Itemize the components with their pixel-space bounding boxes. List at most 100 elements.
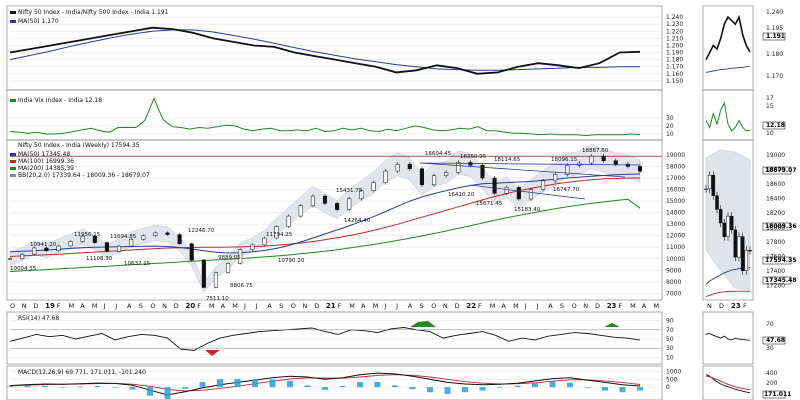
y-tick-label: 1.180 bbox=[766, 51, 783, 58]
x-tick-label: O bbox=[572, 302, 577, 310]
macd-histogram-bar bbox=[59, 387, 66, 388]
price-candle bbox=[141, 235, 146, 240]
price-candle bbox=[722, 222, 727, 237]
price-annotation: 15183.40 bbox=[514, 207, 541, 213]
macd-histogram-bar bbox=[147, 387, 153, 396]
value-box bbox=[762, 166, 792, 175]
price-annotation: 16747.70 bbox=[553, 187, 580, 193]
price-annotation: 12246.70 bbox=[188, 228, 215, 234]
value-label: 12.18 bbox=[766, 122, 785, 129]
price-candle bbox=[613, 160, 618, 165]
price-candle bbox=[748, 250, 752, 252]
y-tick-label: 400 bbox=[766, 370, 778, 377]
macd-histogram-bar bbox=[7, 386, 13, 388]
panel-title: MACD(12,26,9) 69.771, 171.011, -101.240 bbox=[18, 369, 146, 376]
macd-histogram-bar bbox=[182, 387, 188, 389]
y-tick-label: 10000 bbox=[666, 256, 685, 263]
macd-histogram-bar bbox=[42, 385, 48, 388]
price-candle bbox=[737, 236, 741, 258]
macd-histogram-bar bbox=[637, 387, 643, 391]
legend-entry: MA(50) 1.170 bbox=[18, 18, 59, 25]
value-label: 17594.35 bbox=[765, 257, 797, 264]
x-tick-label: J bbox=[103, 302, 106, 310]
y-tick-label: 14000 bbox=[666, 210, 685, 217]
ma100-line bbox=[9, 177, 641, 257]
legend-entry: MA(50) 17345.48 bbox=[18, 151, 70, 158]
price-candle bbox=[419, 168, 424, 186]
price-candle bbox=[733, 229, 738, 258]
legend-entry: MA(200) 14385.39 bbox=[18, 165, 74, 172]
price-candle bbox=[371, 182, 376, 191]
y-tick-label: 17 bbox=[766, 95, 774, 102]
price-candle bbox=[718, 209, 723, 224]
price-candle bbox=[516, 186, 521, 200]
y-tick-label: 1.200 bbox=[666, 42, 683, 49]
rsi-line bbox=[9, 327, 641, 351]
macd-histogram-bar bbox=[164, 387, 171, 400]
x-tick-label: J bbox=[524, 302, 527, 310]
macd-histogram-bar bbox=[287, 380, 293, 388]
x-tick-label: J bbox=[243, 302, 246, 310]
rsi-oversold-fill bbox=[205, 350, 220, 356]
price-annotation: 18350.95 bbox=[460, 154, 487, 160]
price-candle bbox=[707, 175, 712, 190]
rsi-overbought-fill bbox=[604, 323, 620, 327]
macd-histogram-bar bbox=[199, 381, 206, 388]
x-tick-label: S bbox=[420, 302, 424, 310]
y-tick-label: 1.180 bbox=[666, 57, 683, 64]
x-tick-label: A bbox=[221, 302, 226, 310]
y-tick-label: 1.190 bbox=[666, 50, 683, 57]
macd-inset-line bbox=[705, 374, 751, 394]
ma50-line bbox=[9, 173, 641, 254]
value-box bbox=[762, 336, 786, 345]
y-tick-label: 70 bbox=[766, 321, 774, 328]
y-tick-label: 8000 bbox=[666, 279, 681, 286]
price-candle bbox=[165, 232, 170, 235]
price-candle bbox=[177, 234, 182, 245]
legend-swatch bbox=[10, 174, 16, 177]
price-annotation: 10941.20 bbox=[30, 242, 57, 248]
x-tick-label: D bbox=[33, 302, 38, 310]
price-candle bbox=[715, 195, 719, 210]
price-candle bbox=[711, 175, 716, 196]
y-tick-label: 16000 bbox=[666, 187, 685, 194]
x-tick-label: M bbox=[209, 302, 215, 310]
price-annotation: 16410.20 bbox=[448, 192, 475, 198]
legend-swatch bbox=[10, 153, 16, 156]
value-box bbox=[762, 32, 786, 41]
macd-histogram-bar bbox=[129, 387, 136, 390]
y-tick-label: 17200 bbox=[766, 283, 785, 290]
legend-swatch bbox=[10, 99, 16, 102]
trend-line bbox=[419, 162, 626, 178]
x-tick-label: A bbox=[80, 302, 85, 310]
price-candle bbox=[129, 238, 134, 247]
macd-histogram-bar bbox=[217, 379, 223, 388]
x-tick-label: J bbox=[255, 302, 258, 310]
macd-histogram-bar bbox=[24, 385, 31, 388]
macd-histogram-bar bbox=[462, 387, 468, 393]
price-candle bbox=[504, 186, 509, 194]
price-candle bbox=[104, 242, 109, 252]
x-tick-label: D bbox=[314, 302, 319, 310]
macd-histogram-bar bbox=[234, 378, 241, 388]
x-tick-label: M bbox=[490, 302, 496, 310]
x-tick-label: N bbox=[22, 302, 27, 310]
legend-swatch bbox=[10, 160, 16, 163]
y-tick-label: 18200 bbox=[766, 210, 785, 217]
price-candle bbox=[541, 180, 546, 190]
x-tick-label: J bbox=[536, 302, 539, 310]
y-tick-label: 17400 bbox=[766, 268, 785, 275]
price-candle bbox=[383, 170, 388, 183]
y-tick-label: 1000 bbox=[666, 369, 681, 376]
price-candle bbox=[729, 215, 734, 231]
y-tick-label: 0 bbox=[666, 384, 670, 391]
price-candle bbox=[589, 155, 594, 164]
y-tick-label: 17000 bbox=[666, 175, 685, 182]
y-tick-label: 20 bbox=[666, 123, 674, 130]
macd-histogram-bar bbox=[497, 387, 503, 388]
x-tick-label: M bbox=[630, 302, 636, 310]
ma50-line bbox=[9, 29, 640, 71]
price-candle bbox=[726, 215, 730, 237]
x-tick-label: A bbox=[408, 302, 413, 310]
